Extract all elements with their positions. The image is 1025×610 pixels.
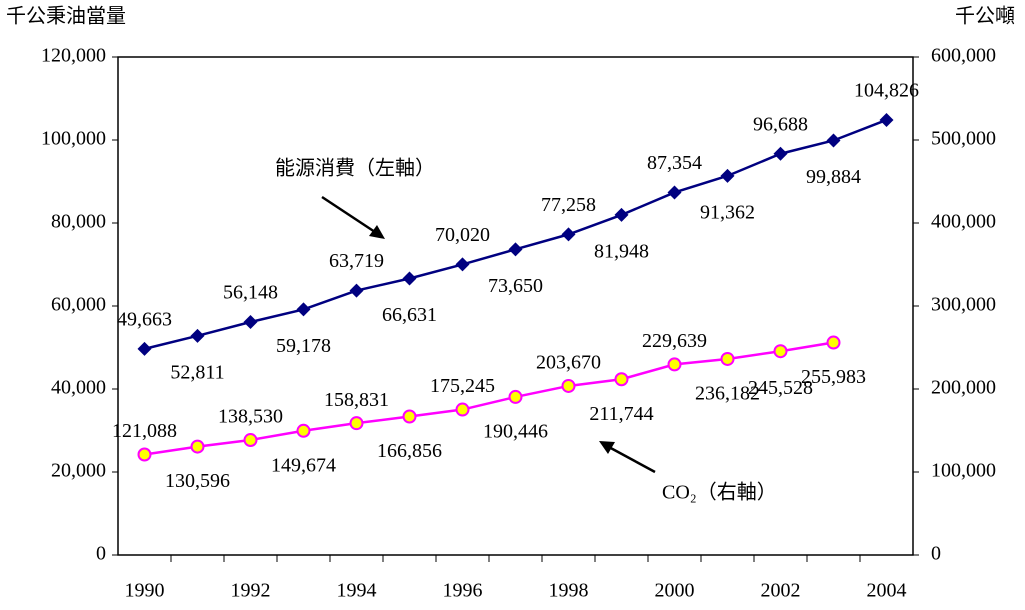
y-tick-label: 120,000 (41, 45, 106, 67)
data-label: 149,674 (271, 454, 336, 476)
data-label: 236,182 (695, 383, 760, 405)
series-annotation: CO₂（右軸） (662, 481, 777, 504)
data-label: 175,245 (430, 375, 495, 397)
data-label: 229,639 (642, 330, 707, 352)
y2-tick-label: 100,000 (931, 460, 996, 482)
y2-tick-label: 0 (931, 543, 941, 565)
point (614, 372, 629, 387)
point (137, 447, 152, 462)
data-label: 166,856 (377, 440, 442, 462)
data-label: 56,148 (223, 282, 278, 304)
x-tick-label: 1998 (549, 580, 589, 602)
point (455, 257, 470, 272)
data-label: 130,596 (165, 470, 230, 492)
point (349, 416, 364, 431)
point (667, 185, 682, 200)
data-label: 87,354 (647, 152, 702, 174)
x-tick-label: 2000 (655, 580, 695, 602)
y2-tick-label: 300,000 (931, 294, 996, 316)
point (667, 357, 682, 372)
point (773, 344, 788, 359)
x-tick-label: 1994 (337, 580, 377, 602)
data-label: 104,826 (854, 80, 919, 102)
point (720, 168, 735, 183)
data-label: 91,362 (700, 201, 755, 223)
point (455, 402, 470, 417)
point (826, 335, 841, 350)
data-label: 203,670 (536, 352, 601, 374)
data-label: 158,831 (324, 389, 389, 411)
point (826, 133, 841, 148)
y-tick-label: 100,000 (41, 128, 106, 150)
data-label: 245,528 (748, 377, 813, 399)
point (402, 409, 417, 424)
x-tick-label: 1990 (125, 580, 165, 602)
data-label: 99,884 (806, 166, 861, 188)
y2-tick-label: 500,000 (931, 128, 996, 150)
point (508, 389, 523, 404)
point (561, 227, 576, 242)
x-tick-label: 1996 (443, 580, 483, 602)
y2-tick-label: 200,000 (931, 377, 996, 399)
point (296, 302, 311, 317)
x-tick-label: 2002 (761, 580, 801, 602)
data-label: 138,530 (218, 406, 283, 428)
point (190, 328, 205, 343)
data-label: 211,744 (589, 403, 653, 425)
y-axis-unit: 千公秉油當量 (6, 5, 126, 28)
data-label: 96,688 (753, 113, 808, 135)
point (402, 271, 417, 286)
data-label: 52,811 (170, 361, 224, 383)
series-line (144, 341, 834, 456)
y2-tick-label: 600,000 (931, 45, 996, 67)
point (561, 378, 576, 393)
data-label: 77,258 (541, 194, 596, 216)
point (879, 112, 894, 127)
data-label: 59,178 (276, 335, 331, 357)
point (349, 283, 364, 298)
point (773, 146, 788, 161)
y-tick-label: 60,000 (51, 294, 106, 316)
data-label: 73,650 (488, 275, 543, 297)
data-label: 255,983 (801, 366, 866, 388)
point (720, 351, 735, 366)
y2-axis-unit: 千公噸 (955, 5, 1015, 28)
annotation-arrowhead (599, 441, 615, 454)
point (137, 341, 152, 356)
point (243, 314, 258, 329)
annotation-arrow (606, 444, 656, 474)
data-label: 70,020 (435, 224, 490, 246)
data-label: 63,719 (329, 250, 384, 272)
y-tick-label: 80,000 (51, 211, 106, 233)
data-label: 190,446 (483, 421, 548, 443)
y2-tick-label: 400,000 (931, 211, 996, 233)
point (508, 242, 523, 257)
point (243, 433, 258, 448)
point (614, 207, 629, 222)
point (190, 439, 205, 454)
y-tick-label: 0 (96, 543, 106, 565)
series-annotation: 能源消費（左軸） (275, 157, 435, 180)
annotation-arrow (321, 195, 379, 236)
annotation-arrowhead (369, 225, 385, 239)
data-label: 121,088 (112, 420, 177, 442)
point (296, 423, 311, 438)
data-label: 49,663 (117, 308, 172, 330)
y-tick-label: 20,000 (51, 460, 106, 482)
y-tick-label: 40,000 (51, 377, 106, 399)
data-label: 66,631 (382, 304, 437, 326)
data-label: 81,948 (594, 241, 649, 263)
x-tick-label: 2004 (867, 580, 907, 602)
x-tick-label: 1992 (231, 580, 271, 602)
